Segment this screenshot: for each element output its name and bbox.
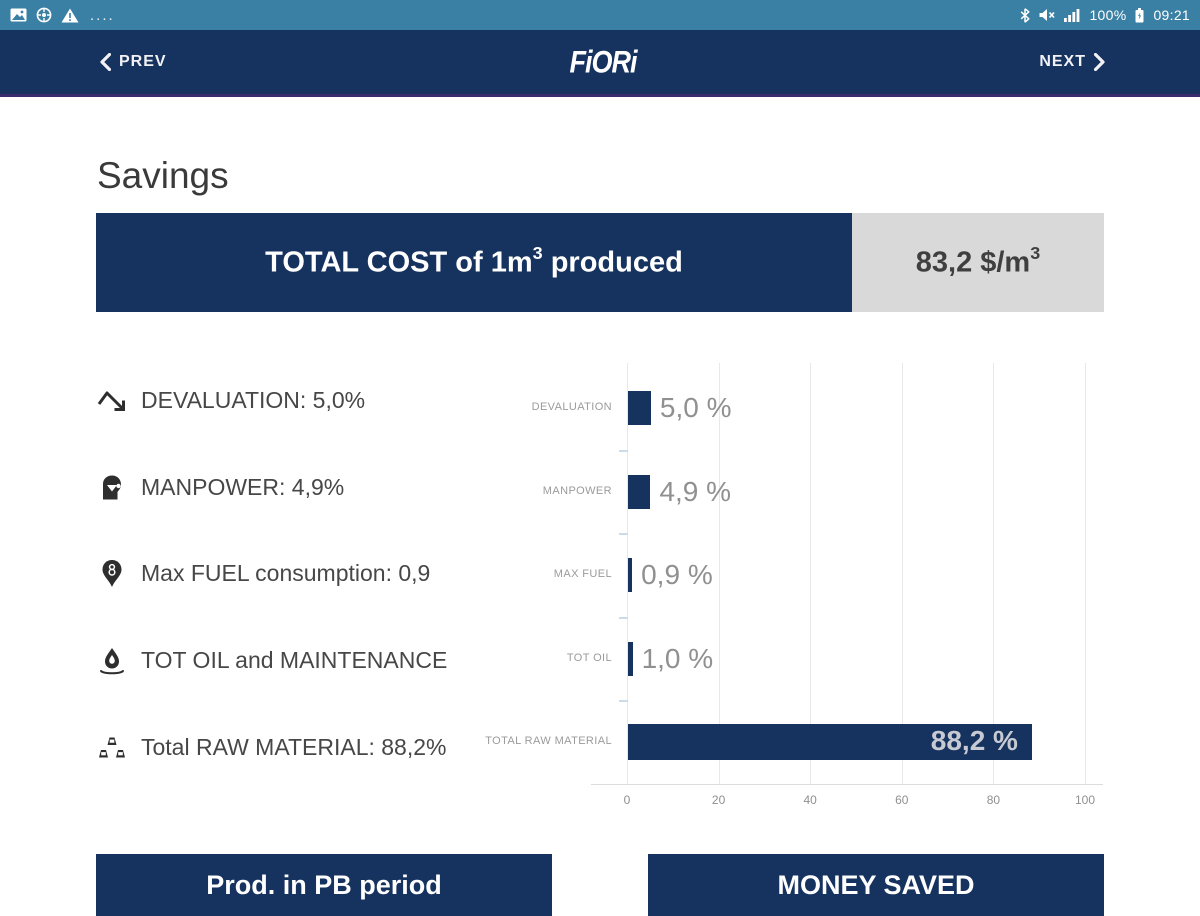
list-item-label: TOT OIL and MAINTENANCE [141,647,448,674]
prev-button[interactable]: PREV [100,53,167,71]
prev-label: PREV [119,53,167,70]
chart-category-label: TOT OIL [566,651,612,664]
total-cost-banner: TOTAL COST of 1m3 produced 83,2 $/m3 [96,213,1104,312]
battery-icon [1135,7,1144,23]
status-bar: .... 100% 09:21 [0,0,1200,30]
battery-percent-label: 100% [1089,7,1127,23]
next-label: NEXT [1039,53,1086,70]
chevron-left-icon [100,53,111,71]
warning-icon [61,8,79,23]
clock-label: 09:21 [1153,7,1190,23]
list-item-label: MANPOWER: 4,9% [141,473,345,500]
chevron-right-icon [1094,53,1105,71]
chart-xtick-label: 60 [895,793,909,807]
manpower-icon [96,474,128,501]
chart-value-label: 88,2 % [930,725,1018,756]
devaluation-trend-icon [96,388,128,412]
fuel-pin-icon [96,559,128,588]
bluetooth-icon [1020,7,1030,23]
chart-value-label: 4,9 % [659,475,732,507]
savings-list: DEVALUATION: 5,0% MANPOWER: 4,9% Max FUEL … [96,357,474,791]
list-item-label: Total RAW MATERIAL: 88,2% [141,734,447,761]
chart-x-axis [591,784,1103,785]
list-item: TOT OIL and MAINTENANCE [96,617,474,704]
overflow-dots-icon: .... [90,6,115,24]
list-item-label: Max FUEL consumption: 0,9 [141,560,431,587]
fiori-logo: FiORi [569,44,637,79]
total-cost-value: 83,2 $/m3 [852,213,1104,312]
list-item: DEVALUATION: 5,0% [96,357,474,444]
chart-ytick [619,616,628,619]
chart-category-label: DEVALUATION [531,401,612,413]
chart-category-label: MAX FUEL [553,568,612,580]
chart-gridline [901,363,903,784]
chart-bar [628,641,633,676]
list-item-label: DEVALUATION: 5,0% [141,386,366,413]
chart-xtick-label: 0 [623,793,631,807]
chart-bar [628,558,633,592]
chart-category-label: MANPOWER [542,484,612,497]
signal-icon [1064,8,1080,22]
prod-in-pb-period-button[interactable]: Prod. in PB period [96,854,552,916]
chart-value-label: 1,0 % [641,642,714,674]
chart-xtick-label: 100 [1074,793,1096,807]
chart-bar [628,474,651,509]
next-button[interactable]: NEXT [1039,53,1105,71]
page-title: Savings [97,155,229,196]
savings-chart: 0 20 40 60 80 100 DEVALUATION 5,0 % MANPOWER 4,9 … [470,363,1110,818]
chart-gridline [718,363,720,784]
list-item: Max FUEL consumption: 0,9 [96,531,474,618]
chart-bar [628,391,651,425]
gallery-icon [10,8,27,22]
raw-material-icon [96,735,128,760]
total-cost-label: TOTAL COST of 1m3 produced [96,213,852,312]
chart-ytick [619,449,628,452]
oil-drop-icon [96,647,128,675]
chart-xtick-label: 20 [711,793,726,807]
list-item: Total RAW MATERIAL: 88,2% [96,704,474,791]
wheel-icon [36,7,52,23]
chart-xtick-label: 40 [803,793,817,807]
chart-gridline [993,363,995,784]
chart-ytick [619,533,628,536]
chart-ytick [619,700,628,703]
money-saved-button[interactable]: MONEY SAVED [648,854,1104,916]
chart-xtick-label: 80 [986,793,1001,807]
chart-gridline [1085,363,1086,784]
mute-icon [1039,8,1056,22]
chart-value-label: 5,0 % [659,392,732,423]
chart-category-label: TOTAL RAW MATERIAL [485,735,612,747]
chart-gridline [627,363,628,784]
chart-value-label: 0,9 % [641,559,713,590]
chart-bar [628,724,1032,760]
list-item: MANPOWER: 4,9% [96,444,474,531]
chart-gridline [810,363,812,784]
app-header: PREV FiORi NEXT [0,30,1200,97]
